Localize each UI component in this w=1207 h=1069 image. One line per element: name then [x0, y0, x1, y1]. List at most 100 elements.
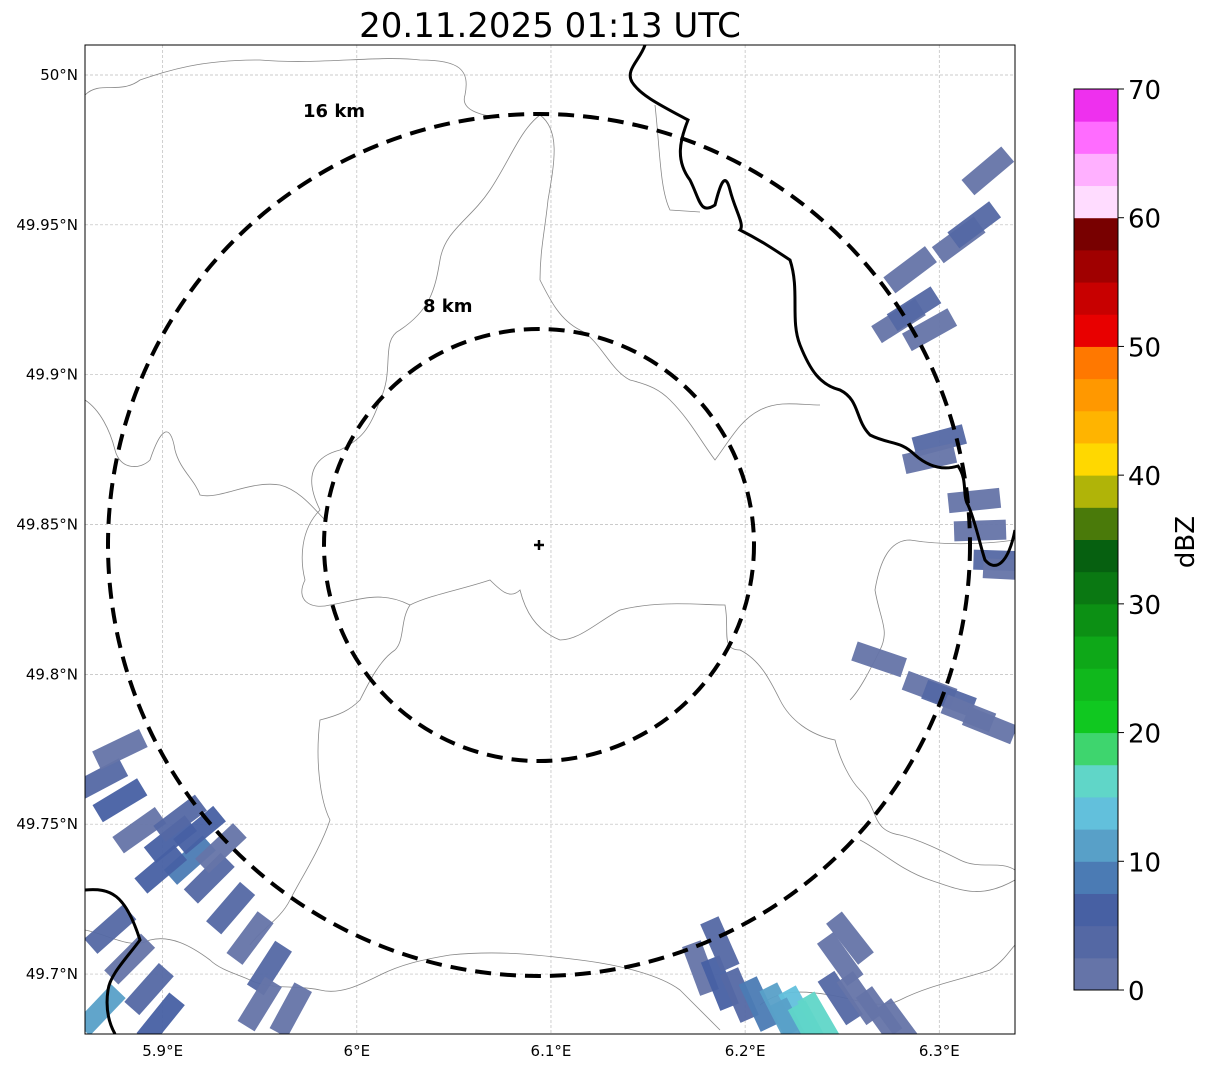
echo-cell: [85, 758, 129, 801]
echo-cell: [961, 146, 1015, 196]
colorbar-band: [1074, 636, 1118, 669]
range-rings: [106, 112, 972, 978]
echo-cell: [901, 308, 958, 352]
colorbar-band: [1074, 314, 1118, 347]
colorbar-band: [1074, 796, 1118, 830]
colorbar-band: [1074, 571, 1118, 605]
echo-cell: [195, 823, 247, 874]
colorbar-band: [1074, 732, 1118, 766]
radar-echoes: [85, 146, 1015, 1034]
colorbar-tick-label: 10: [1128, 848, 1161, 878]
colorbar-band: [1074, 539, 1118, 573]
y-tick-label: 49.7°N: [26, 965, 78, 983]
colorbar-band: [1074, 410, 1118, 444]
echo-cell: [961, 706, 1015, 745]
chart-title: 20.11.2025 01:13 UTC: [359, 6, 741, 46]
echo-cell: [826, 911, 874, 965]
echo-cell: [911, 424, 967, 457]
range-ring-8km: [322, 327, 756, 763]
echo-cell: [947, 487, 1002, 514]
colorbar-band: [1074, 185, 1118, 219]
colorbar-tick-label: 30: [1128, 591, 1161, 621]
colorbar-band: [1074, 249, 1118, 283]
echo-cell: [817, 970, 863, 1026]
echo-cell: [886, 286, 942, 332]
y-tick-label: 49.8°N: [26, 665, 78, 683]
colorbar-band: [1074, 346, 1118, 380]
colorbar-band: [1074, 153, 1118, 187]
echo-cell: [902, 443, 958, 475]
echo-cell: [237, 976, 282, 1032]
y-tick-label: 49.95°N: [16, 216, 78, 234]
echo-cell: [136, 992, 185, 1034]
echo-cell: [719, 967, 759, 1023]
colorbar-label: dBZ: [1171, 516, 1201, 568]
colorbar-band: [1074, 764, 1118, 798]
colorbar-band: [1074, 121, 1118, 154]
y-tick-label: 49.75°N: [16, 815, 78, 833]
echo-cell: [92, 778, 148, 823]
range-ring-16km: [106, 112, 972, 978]
colorbar-band: [1074, 217, 1118, 251]
echo-cell: [206, 881, 256, 935]
echo-cell: [953, 519, 1007, 542]
echo-cell: [85, 984, 126, 1034]
echo-cell: [851, 641, 907, 678]
echo-cell: [269, 982, 313, 1034]
colorbar-band: [1074, 89, 1118, 122]
colorbar-band: [1074, 957, 1118, 991]
x-tick-label: 6°E: [344, 1042, 371, 1060]
echo-cell: [226, 911, 274, 965]
echo-cell: [112, 807, 167, 854]
echo-cell: [947, 201, 1002, 249]
x-tick-label: 5.9°E: [142, 1042, 183, 1060]
admin-borders: [85, 58, 1015, 1031]
colorbar-band: [1074, 893, 1118, 927]
y-tick-label: 49.9°N: [26, 366, 78, 384]
gridlines: [85, 45, 1015, 1034]
colorbar-band: [1074, 603, 1118, 637]
echo-cell: [134, 844, 188, 894]
echo-cell: [124, 962, 174, 1016]
echo-cell: [883, 246, 937, 294]
radar-site-marker: [534, 540, 544, 550]
colorbar-band: [1074, 925, 1118, 959]
echo-cell: [92, 728, 148, 770]
colorbar-tick-label: 50: [1128, 333, 1161, 363]
x-tick-label: 6.1°E: [531, 1042, 572, 1060]
echo-cell: [768, 997, 811, 1034]
colorbar-frame: [1073, 88, 1119, 991]
echo-cell: [153, 794, 207, 842]
colorbar-tick-label: 20: [1128, 720, 1161, 750]
colorbar-band: [1074, 282, 1118, 315]
country-borders: [85, 45, 1015, 1034]
echo-cell: [173, 805, 226, 855]
echo-cell: [183, 852, 235, 904]
colorbar-band: [1074, 442, 1118, 476]
colorbar-band: [1074, 507, 1118, 540]
colorbar-band: [1074, 829, 1118, 862]
colorbar-tick-label: 0: [1128, 977, 1145, 1007]
echo-cell: [738, 976, 779, 1032]
colorbar-band: [1074, 861, 1118, 894]
colorbar-tick-label: 60: [1128, 205, 1161, 235]
echo-cell: [787, 1000, 831, 1034]
echo-cell: [874, 998, 923, 1034]
echo-cell: [700, 916, 740, 972]
colorbar-band: [1074, 475, 1118, 508]
colorbar-tick-label: 70: [1128, 76, 1161, 106]
colorbar-band: [1074, 668, 1118, 701]
x-tick-label: 6.2°E: [725, 1042, 766, 1060]
echo-cell: [816, 932, 864, 987]
ring-label-8km: 8 km: [423, 296, 473, 317]
ring-label-16km: 16 km: [303, 101, 365, 122]
x-tick-label: 6.3°E: [919, 1042, 960, 1060]
echo-cell: [982, 558, 1015, 581]
axis-ticks: 5.9°E 6°E 6.1°E 6.2°E 6.3°E 50°N 49.95°N 49.9°N…: [16, 66, 959, 1060]
y-tick-label: 49.85°N: [16, 516, 78, 534]
colorbar: 0 10 20 30 40 50 60 70: [1073, 76, 1161, 1007]
echo-cell: [163, 835, 216, 885]
echo-cell: [85, 904, 137, 954]
map-frame: [84, 44, 1016, 1035]
